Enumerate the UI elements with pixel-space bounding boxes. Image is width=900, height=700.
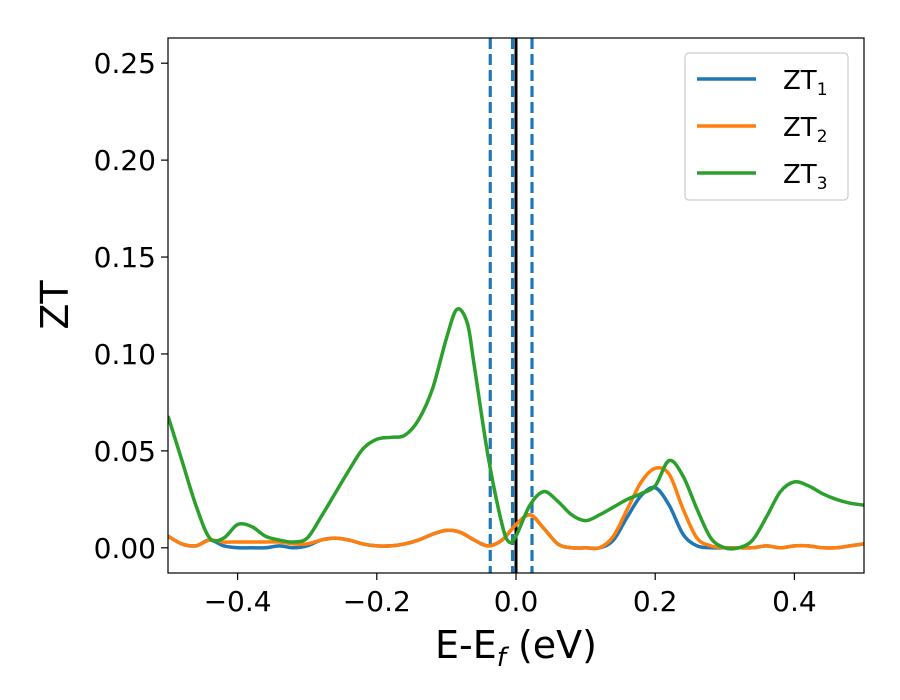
- x-axis-title: E-Ef (eV): [435, 623, 597, 673]
- series-layer: [168, 307, 864, 551]
- y-tick-label: 0.25: [94, 47, 156, 80]
- y-tick-label: 0.05: [94, 435, 156, 468]
- y-tick-label: 0.15: [94, 241, 156, 274]
- x-tick-label: −0.2: [343, 585, 411, 618]
- reference-lines: [488, 38, 534, 573]
- legend-label-zt3: ZT3: [783, 160, 828, 194]
- legend-box: [684, 52, 849, 201]
- x-axis-title-unit: (eV): [506, 623, 597, 667]
- y-tick-label: 0.20: [94, 144, 156, 177]
- y-axis: 0.00 0.05 0.10 0.15 0.20 0.25: [94, 47, 168, 565]
- x-tick-label: 0.2: [633, 585, 678, 618]
- series-line-zt3: [168, 307, 864, 551]
- legend: ZT1 ZT2 ZT3: [684, 52, 849, 201]
- x-tick-label: 0.0: [494, 585, 539, 618]
- x-tick-label: 0.4: [772, 585, 817, 618]
- y-axis-title: ZT: [33, 280, 77, 330]
- x-axis: −0.4 −0.2 0.0 0.2 0.4: [204, 573, 817, 618]
- x-tick-label: −0.4: [204, 585, 272, 618]
- legend-label-zt2: ZT2: [783, 113, 828, 147]
- y-tick-label: 0.10: [94, 338, 156, 371]
- legend-label-zt1: ZT1: [783, 66, 828, 100]
- y-tick-label: 0.00: [94, 532, 156, 565]
- x-axis-title-main: E-E: [435, 623, 497, 667]
